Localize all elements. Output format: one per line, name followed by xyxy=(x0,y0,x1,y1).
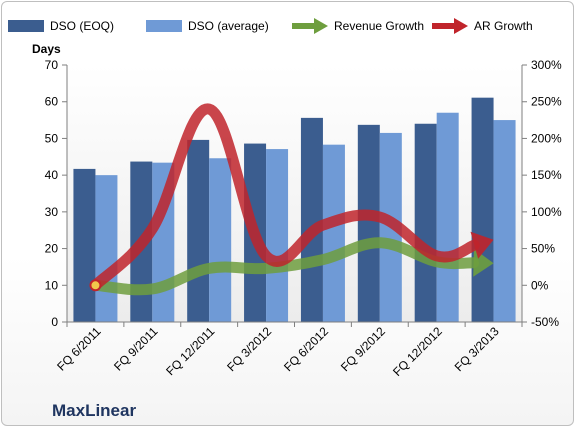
legend-swatch xyxy=(146,20,182,32)
y-left-tick-label: 20 xyxy=(45,242,59,256)
x-tick-label: FQ 9/2011 xyxy=(111,324,161,374)
y-left-tick-label: 30 xyxy=(45,205,59,219)
y-right-tick-label: 0% xyxy=(531,278,549,292)
y-right-tick-label: 250% xyxy=(531,95,562,109)
y-right-tick-label: 300% xyxy=(531,58,562,72)
y-right-tick-label: 150% xyxy=(531,168,562,182)
bar-dso-average-3 xyxy=(266,149,289,322)
bar-dso-average-4 xyxy=(322,144,345,322)
bar-dso-average-2 xyxy=(209,158,232,322)
y-left-tick-label: 60 xyxy=(45,95,59,109)
bar-dso-eoq-5 xyxy=(357,124,380,322)
start-point-marker xyxy=(89,279,102,292)
legend-label: AR Growth xyxy=(474,19,533,33)
line-series xyxy=(89,103,494,296)
y-left-tick-label: 10 xyxy=(45,278,59,292)
x-tick-label: FQ 12/2011 xyxy=(163,324,217,378)
legend-label: DSO (average) xyxy=(188,19,269,33)
legend-item-revenue-growth: Revenue Growth xyxy=(292,18,424,34)
y-right-tick-label: 100% xyxy=(531,205,562,219)
x-tick-label: FQ 6/2012 xyxy=(281,324,331,374)
x-tick-label: FQ 12/2012 xyxy=(390,324,445,379)
legend-item-dso-eoq: DSO (EOQ) xyxy=(8,19,114,33)
brand-logo-text: MaxLinear xyxy=(52,401,136,420)
legend-label: Revenue Growth xyxy=(334,19,424,33)
x-tick-label: FQ 3/2013 xyxy=(452,324,502,374)
legend-item-ar-growth: AR Growth xyxy=(432,18,533,34)
y-right-tick-label: 50% xyxy=(531,242,555,256)
y-left-tick-label: 50 xyxy=(45,131,59,145)
legend: DSO (EOQ) DSO (average) Revenue Growth AR G… xyxy=(8,18,533,34)
bar-dso-average-7 xyxy=(493,120,516,322)
legend-arrow-icon xyxy=(314,18,328,34)
bar-dso-eoq-7 xyxy=(471,97,494,322)
y-right-tick-label: -50% xyxy=(531,315,559,329)
bar-dso-eoq-0 xyxy=(73,168,96,322)
bar-dso-eoq-6 xyxy=(414,123,437,322)
y-axis-label: Days xyxy=(32,42,61,56)
line-ar-growth xyxy=(89,103,480,291)
y-left-tick-label: 0 xyxy=(51,315,58,329)
x-tick-label: FQ 3/2012 xyxy=(224,324,274,374)
bar-dso-eoq-4 xyxy=(300,117,323,323)
y-left-tick-label: 70 xyxy=(45,58,59,72)
y-right-tick-label: 200% xyxy=(531,131,562,145)
legend-swatch xyxy=(8,20,44,32)
arrowhead-ar-growth xyxy=(470,231,494,259)
x-tick-label: FQ 9/2012 xyxy=(338,324,388,374)
bar-dso-average-0 xyxy=(95,175,118,322)
y-left-tick-label: 40 xyxy=(45,168,59,182)
bar-series xyxy=(73,97,516,323)
legend-item-dso-average: DSO (average) xyxy=(146,19,269,33)
legend-label: DSO (EOQ) xyxy=(50,19,114,33)
x-tick-label: FQ 6/2011 xyxy=(54,324,104,374)
bar-dso-average-6 xyxy=(436,112,459,322)
line-revenue-growth xyxy=(89,237,480,296)
bar-dso-eoq-2 xyxy=(187,139,210,322)
legend-arrow-icon xyxy=(454,18,468,34)
